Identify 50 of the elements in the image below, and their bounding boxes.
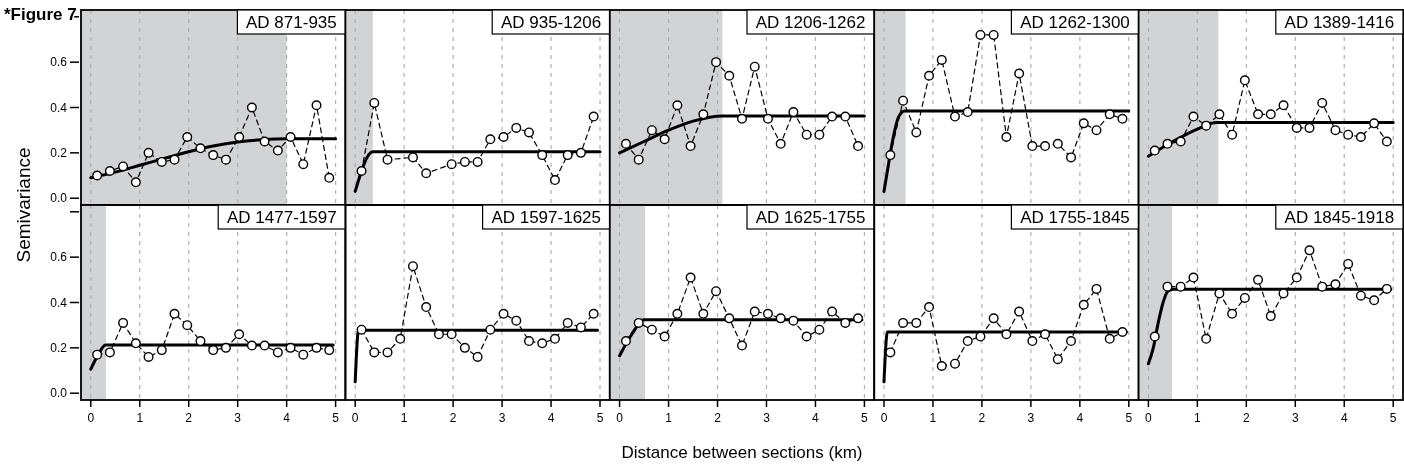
x-tick-label: 1	[929, 411, 937, 425]
x-tick-label: 2	[449, 411, 457, 425]
y-tick-label: 0.4	[50, 100, 68, 115]
x-tick-label: 5	[1389, 411, 1397, 425]
y-tick-label: 0.6	[50, 55, 68, 70]
x-tick-label: 4	[812, 411, 820, 425]
y-tick-label: 0.2	[50, 145, 68, 160]
x-tick-label: 5	[1125, 411, 1133, 425]
chart-title: AD 1625-1755	[755, 208, 866, 227]
y-axis-title: Semivariance	[13, 147, 34, 263]
x-tick-label: 0	[616, 411, 624, 425]
y-tick-label: 0.0	[50, 191, 68, 206]
x-tick-label: 3	[498, 411, 506, 425]
chart-title: AD 1206-1262	[755, 13, 866, 32]
x-tick-label: 0	[880, 411, 888, 425]
x-tick-label: 2	[714, 411, 722, 425]
chart-title: AD 1755-1845	[1020, 208, 1130, 227]
x-tick-label: 5	[596, 411, 604, 425]
x-tick-label: 5	[332, 411, 340, 425]
chart-title: AD 1389-1416	[1284, 13, 1395, 32]
chart-title: AD 1845-1918	[1284, 208, 1395, 227]
chart-title: AD 935-1206	[500, 13, 602, 32]
x-tick-label: 0	[351, 411, 359, 425]
x-tick-label: 0	[1145, 411, 1153, 425]
x-tick-label: 0	[87, 411, 95, 425]
x-tick-label: 5	[861, 411, 869, 425]
x-tick-label: 2	[1242, 411, 1250, 425]
y-tick-label: 0.2	[50, 340, 68, 355]
chart-title: AD 1477-1597	[226, 208, 337, 227]
chart-title: AD 1262-1300	[1020, 13, 1130, 32]
chart-title: AD 1597-1625	[491, 208, 602, 227]
x-tick-label: 1	[136, 411, 144, 425]
x-tick-label: 3	[1291, 411, 1299, 425]
x-tick-label: 3	[763, 411, 771, 425]
x-axis-title: Distance between sections (km)	[621, 443, 863, 462]
chart-title: AD 871-935	[246, 13, 337, 32]
y-tick-label: 0.6	[50, 250, 68, 265]
x-tick-label: 1	[665, 411, 673, 425]
x-tick-label: 3	[234, 411, 242, 425]
x-tick-label: 4	[1076, 411, 1084, 425]
x-tick-label: 2	[978, 411, 986, 425]
y-tick-label: 0.4	[50, 295, 68, 310]
y-tick-label: 0.0	[50, 386, 68, 401]
x-tick-label: 3	[1027, 411, 1035, 425]
x-tick-label: 4	[547, 411, 555, 425]
x-tick-label: 2	[185, 411, 193, 425]
x-tick-label: 1	[1194, 411, 1202, 425]
x-tick-label: 1	[400, 411, 408, 425]
x-tick-label: 4	[283, 411, 291, 425]
x-tick-label: 4	[1340, 411, 1348, 425]
